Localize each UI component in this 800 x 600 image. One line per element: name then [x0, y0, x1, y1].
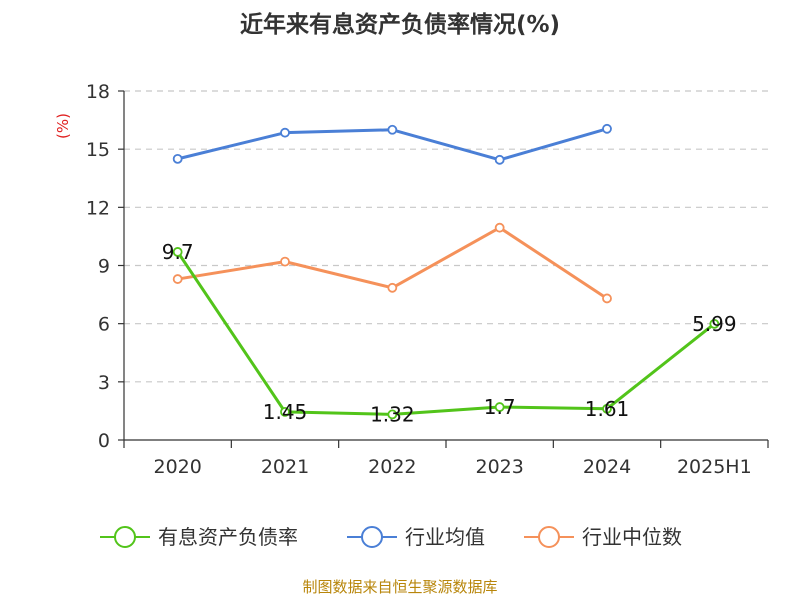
- series-points: [172, 123, 720, 420]
- y-tick-label: 6: [98, 314, 110, 336]
- x-tick-labels: 2020 2021 2022 2023 2024 2025H1: [153, 456, 751, 478]
- data-label: 9.7: [162, 240, 194, 264]
- source-note: 制图数据来自恒生聚源数据库: [302, 578, 497, 596]
- data-label: 1.61: [585, 397, 630, 421]
- legend-label: 有息资产负债率: [158, 525, 298, 549]
- data-point: [602, 123, 612, 134]
- data-point: [280, 256, 290, 267]
- data-point: [494, 154, 505, 165]
- y-tick-label: 18: [86, 81, 110, 103]
- y-tick-labels: 0 3 6 9 12 15 18: [86, 81, 110, 452]
- data-point: [494, 222, 505, 233]
- data-point: [172, 274, 183, 284]
- series-line: [176, 251, 716, 416]
- data-point: [172, 247, 183, 257]
- data-labels: 9.7 1.45 1.32 1.7 1.61 5.99: [162, 240, 737, 426]
- data-point: [387, 409, 398, 420]
- series-lines: [176, 127, 716, 416]
- data-point: [387, 282, 398, 293]
- y-tick-label: 3: [98, 372, 110, 394]
- x-tick-label: 2020: [153, 456, 201, 478]
- data-point: [172, 153, 183, 164]
- legend-label: 行业均值: [405, 525, 485, 549]
- data-label: 1.32: [370, 402, 415, 426]
- y-tick-label: 15: [86, 139, 110, 161]
- data-point: [709, 318, 720, 329]
- data-point: [280, 406, 290, 417]
- data-point: [602, 403, 612, 414]
- data-label: 1.7: [484, 395, 516, 419]
- y-tick-label: 0: [98, 430, 110, 452]
- x-tick-label: 2022: [368, 456, 416, 478]
- y-tick-label: 9: [98, 256, 110, 278]
- data-point: [280, 127, 290, 138]
- x-tick-label: 2023: [475, 456, 523, 478]
- data-point: [494, 402, 505, 412]
- data-label: 1.45: [263, 400, 308, 424]
- x-tick-label: 2021: [261, 456, 309, 478]
- legend-marker: [361, 526, 383, 548]
- axes: [118, 90, 769, 448]
- grid-lines: [124, 90, 768, 383]
- legend-label: 行业中位数: [582, 525, 682, 549]
- data-label: 5.99: [692, 312, 737, 336]
- data-point: [387, 124, 398, 135]
- legend-marker: [538, 526, 560, 548]
- legend: 有息资产负债率 行业均值 行业中位数: [100, 525, 682, 549]
- y-axis-label: (%): [54, 113, 72, 139]
- x-tick-label: 2025H1: [677, 456, 752, 478]
- chart-title: 近年来有息资产负债率情况(%): [240, 11, 560, 38]
- data-point: [602, 293, 612, 304]
- legend-marker: [114, 526, 136, 548]
- y-tick-label: 12: [86, 197, 110, 219]
- x-tick-label: 2024: [583, 456, 631, 478]
